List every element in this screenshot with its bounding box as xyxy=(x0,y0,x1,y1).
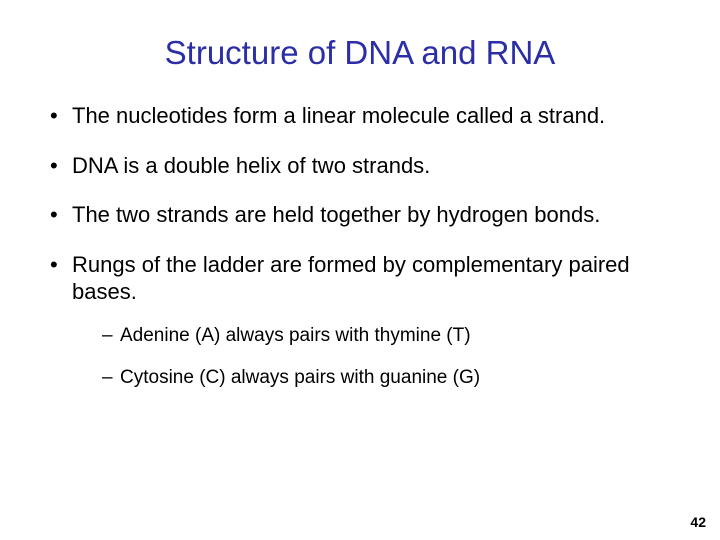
list-item: The nucleotides form a linear molecule c… xyxy=(50,102,690,130)
sub-bullet-text: Cytosine (C) always pairs with guanine (… xyxy=(120,367,480,388)
sub-bullet-list: Adenine (A) always pairs with thymine (T… xyxy=(72,324,690,391)
list-item: Rungs of the ladder are formed by comple… xyxy=(50,251,690,391)
sub-list-item: Adenine (A) always pairs with thymine (T… xyxy=(102,324,690,349)
bullet-text: DNA is a double helix of two strands. xyxy=(72,153,430,178)
list-item: DNA is a double helix of two strands. xyxy=(50,152,690,180)
sub-bullet-text: Adenine (A) always pairs with thymine (T… xyxy=(120,325,471,346)
list-item: The two strands are held together by hyd… xyxy=(50,201,690,229)
bullet-text: The two strands are held together by hyd… xyxy=(72,202,600,227)
bullet-list: The nucleotides form a linear molecule c… xyxy=(30,102,690,391)
slide-title: Structure of DNA and RNA xyxy=(30,34,690,72)
sub-list-item: Cytosine (C) always pairs with guanine (… xyxy=(102,366,690,391)
bullet-text: The nucleotides form a linear molecule c… xyxy=(72,103,605,128)
bullet-text: Rungs of the ladder are formed by comple… xyxy=(72,252,630,305)
page-number: 42 xyxy=(690,514,706,530)
